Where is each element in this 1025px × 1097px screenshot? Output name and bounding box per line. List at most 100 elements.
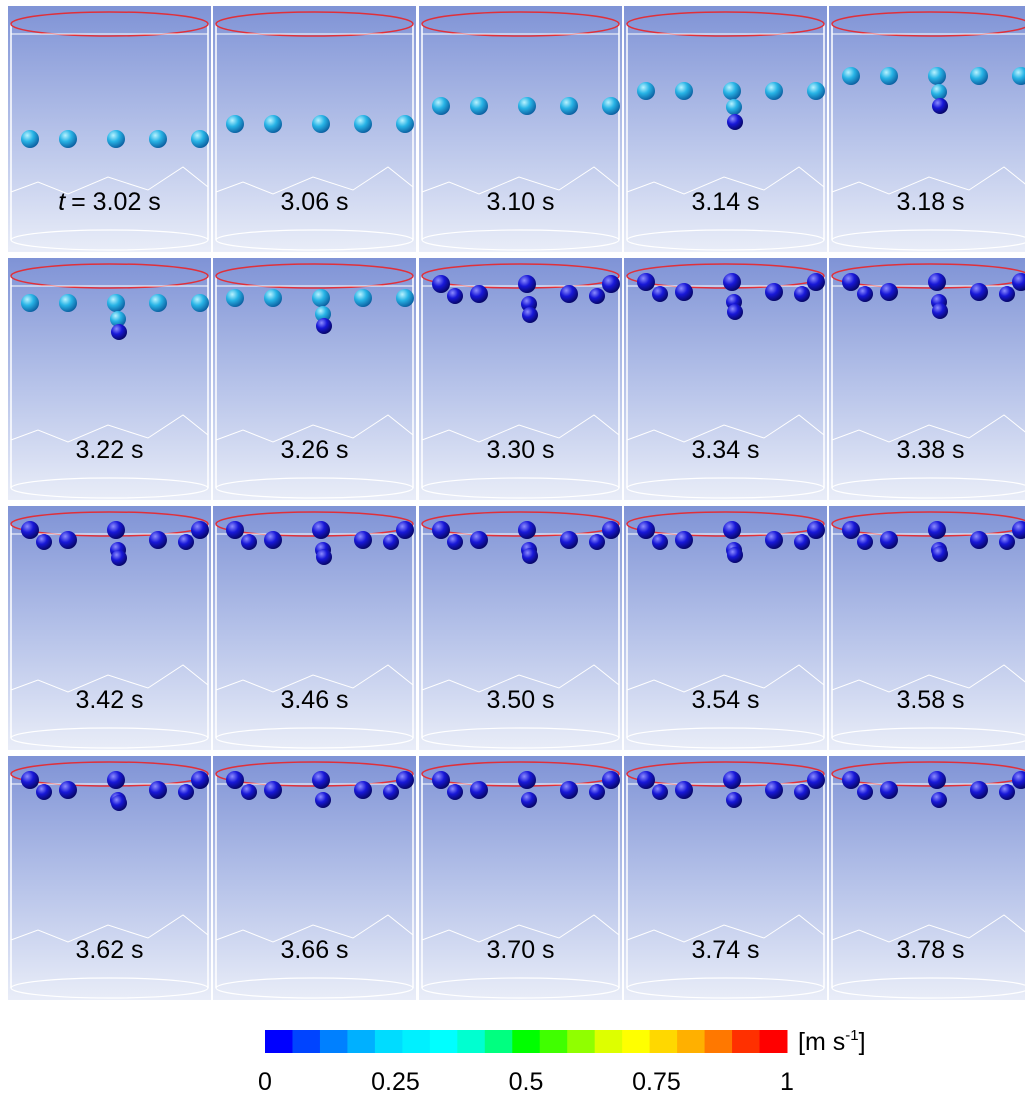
particle <box>931 84 947 100</box>
particle <box>999 286 1015 302</box>
colorbar-segment <box>567 1030 595 1053</box>
particle <box>59 130 77 148</box>
particle <box>191 521 209 539</box>
particle <box>518 275 536 293</box>
particle <box>149 781 167 799</box>
time-value: 3.74 s <box>691 936 759 964</box>
particle <box>880 531 898 549</box>
particle <box>637 521 655 539</box>
particle <box>383 534 399 550</box>
particle <box>560 781 578 799</box>
particle <box>723 82 741 100</box>
particle <box>447 784 463 800</box>
particle <box>928 771 946 789</box>
particle <box>226 115 244 133</box>
particle <box>432 521 450 539</box>
particle <box>226 771 244 789</box>
particle <box>396 771 414 789</box>
particle <box>999 784 1015 800</box>
particle <box>149 130 167 148</box>
time-value: 3.66 s <box>280 936 348 964</box>
colorbar-tick-label: 0.25 <box>371 1068 420 1096</box>
particle <box>807 82 825 100</box>
particle <box>396 289 414 307</box>
particle <box>149 531 167 549</box>
snapshot-panel: 3.62 s <box>8 756 211 1000</box>
particle <box>589 784 605 800</box>
particle <box>726 792 742 808</box>
colorbar-tick-label: 1 <box>780 1068 794 1096</box>
particle <box>727 547 743 563</box>
colorbar-segment <box>760 1030 788 1053</box>
particle <box>880 67 898 85</box>
colorbar-segment <box>320 1030 348 1053</box>
particle <box>36 784 52 800</box>
particle <box>560 97 578 115</box>
particle <box>842 521 860 539</box>
snapshot-panel: 3.14 s <box>624 6 827 252</box>
colorbar-tick-label: 0.75 <box>632 1068 681 1096</box>
colorbar-segment <box>512 1030 540 1053</box>
particle <box>589 288 605 304</box>
particle <box>396 115 414 133</box>
particle <box>107 130 125 148</box>
particle <box>107 771 125 789</box>
particle <box>111 550 127 566</box>
time-value: 3.58 s <box>896 686 964 714</box>
colorbar-segment <box>430 1030 458 1053</box>
particle <box>59 531 77 549</box>
colorbar-segment <box>292 1030 320 1053</box>
particle <box>21 130 39 148</box>
particle <box>59 781 77 799</box>
time-value: 3.78 s <box>896 936 964 964</box>
colorbar-segment <box>622 1030 650 1053</box>
particle <box>723 273 741 291</box>
particle <box>36 534 52 550</box>
particle <box>794 784 810 800</box>
particle <box>312 771 330 789</box>
particle <box>191 130 209 148</box>
time-value: 3.62 s <box>75 936 143 964</box>
time-value: 3.50 s <box>486 686 554 714</box>
particle <box>178 534 194 550</box>
time-value: 3.42 s <box>75 686 143 714</box>
particle <box>675 283 693 301</box>
particle <box>857 784 873 800</box>
particle <box>880 283 898 301</box>
time-variable: t <box>58 188 66 216</box>
particle <box>928 273 946 291</box>
snapshot-panel: 3.74 s <box>624 756 827 1000</box>
time-label: 3.70 s <box>486 936 554 964</box>
particle <box>226 521 244 539</box>
particle <box>560 531 578 549</box>
particle <box>316 318 332 334</box>
time-label: 3.66 s <box>280 936 348 964</box>
snapshot-panel: t= 3.02 s <box>8 6 211 252</box>
particle <box>191 771 209 789</box>
particle <box>470 285 488 303</box>
time-value: 3.18 s <box>896 188 964 216</box>
colorbar-segment <box>347 1030 375 1053</box>
particle <box>107 294 125 312</box>
snapshot-panel: 3.66 s <box>213 756 416 1000</box>
time-label: 3.30 s <box>486 436 554 464</box>
snapshot-panel: 3.78 s <box>829 756 1025 1000</box>
particle <box>928 521 946 539</box>
time-value: 3.22 s <box>75 436 143 464</box>
particle <box>842 771 860 789</box>
particle <box>518 521 536 539</box>
particle <box>970 531 988 549</box>
time-label: 3.78 s <box>896 936 964 964</box>
time-label: 3.14 s <box>691 188 759 216</box>
particle <box>727 114 743 130</box>
time-value: 3.26 s <box>280 436 348 464</box>
particle <box>107 521 125 539</box>
time-value: 3.70 s <box>486 936 554 964</box>
particle <box>970 781 988 799</box>
particle <box>928 67 946 85</box>
particle <box>383 784 399 800</box>
particle <box>241 534 257 550</box>
particle <box>932 546 948 562</box>
particle <box>264 531 282 549</box>
particle <box>880 781 898 799</box>
